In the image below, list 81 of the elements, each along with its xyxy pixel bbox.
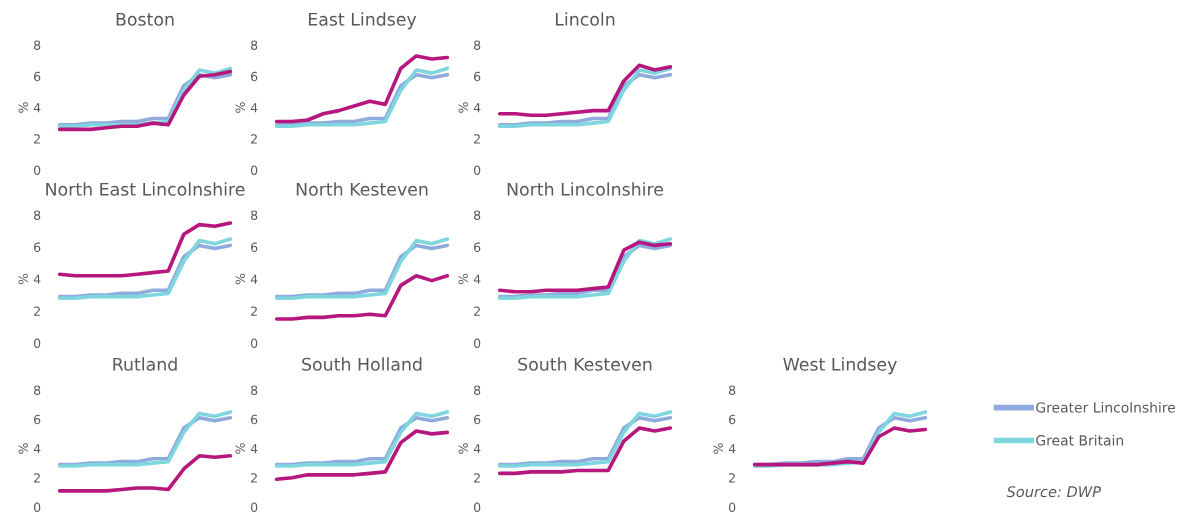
y-tick-label: 8: [474, 40, 481, 50]
y-tick-label: 2: [474, 306, 480, 316]
chart-title: North Kesteven: [296, 182, 428, 196]
chart-title: East Lindsey: [308, 12, 417, 30]
y-tick-label: 0: [250, 165, 258, 175]
y-tick-label: 0: [250, 502, 258, 512]
y-tick-label: 4: [33, 444, 41, 454]
y-tick-label: 6: [34, 242, 41, 252]
y-tick-label: 0: [473, 502, 481, 512]
y-tick-label: 8: [251, 385, 258, 395]
y-tick-label: 4: [473, 274, 481, 284]
chart-title: Boston: [116, 12, 174, 26]
y-tick-label: 2: [34, 473, 40, 483]
y-tick-label: 4: [33, 274, 41, 284]
y-tick-label: 6: [729, 414, 736, 425]
y-tick-label: 0: [473, 338, 481, 348]
y-tick-label: 2: [251, 134, 257, 144]
chart-title: Lincoln: [555, 12, 615, 26]
legend-label: Greater Lincolnshire: [1036, 401, 1176, 413]
line-series: [57, 454, 233, 493]
chart-title: South Holland: [302, 357, 422, 371]
line-series: [752, 426, 928, 467]
line-series: [57, 221, 233, 278]
y-tick-label: 0: [33, 502, 41, 512]
line-series: [497, 426, 673, 476]
y-tick-label: 4: [250, 103, 258, 113]
chart-title: South Kesteven: [518, 357, 652, 371]
y-tick-label: 2: [251, 306, 257, 316]
y-axis-title: %: [458, 273, 468, 285]
y-axis-title: %: [18, 273, 28, 285]
y-tick-label: 6: [34, 71, 41, 82]
y-tick-label: 6: [474, 242, 481, 252]
y-tick-label: 2: [34, 306, 40, 316]
y-tick-label: 0: [33, 338, 41, 348]
y-tick-label: 0: [728, 502, 736, 512]
y-tick-label: 2: [474, 134, 480, 144]
source-note: Source: DWP: [1006, 486, 1101, 498]
y-axis-title: %: [713, 443, 723, 454]
y-tick-label: 8: [474, 385, 481, 395]
y-tick-label: 8: [34, 210, 41, 220]
y-axis-title: %: [18, 443, 28, 454]
y-tick-label: 8: [251, 210, 258, 220]
y-tick-label: 8: [729, 385, 736, 395]
y-tick-label: 0: [473, 165, 481, 175]
y-tick-label: 4: [33, 103, 41, 113]
y-axis-title: %: [235, 443, 245, 454]
line-series: [274, 273, 450, 321]
chart-title: Rutland: [113, 357, 177, 371]
y-tick-label: 2: [251, 473, 257, 483]
chart-title: West Lindsey: [783, 357, 897, 375]
y-tick-label: 2: [474, 473, 480, 483]
y-tick-label: 0: [33, 165, 41, 175]
y-tick-label: 2: [729, 473, 735, 483]
y-tick-label: 4: [250, 274, 258, 284]
legend-label: Great Britain: [1036, 434, 1123, 446]
y-axis-title: %: [235, 102, 245, 113]
y-tick-label: 0: [250, 338, 258, 348]
y-tick-label: 6: [251, 71, 258, 82]
y-tick-label: 8: [34, 40, 41, 50]
y-tick-label: 4: [473, 444, 481, 454]
y-tick-label: 8: [34, 385, 41, 395]
y-tick-label: 8: [251, 40, 258, 50]
y-tick-label: 4: [728, 444, 736, 454]
y-tick-label: 6: [474, 414, 481, 425]
y-tick-label: 6: [474, 71, 481, 82]
y-tick-label: 6: [251, 242, 258, 252]
y-axis-title: %: [18, 102, 28, 113]
y-axis-title: %: [458, 102, 468, 113]
y-tick-label: 8: [474, 210, 481, 220]
y-tick-label: 6: [251, 414, 258, 425]
y-tick-label: 2: [34, 134, 40, 144]
y-tick-label: 6: [34, 414, 41, 425]
line-series: [497, 63, 673, 118]
y-tick-label: 4: [473, 103, 481, 113]
chart-title: North East Lincolnshire: [46, 182, 245, 196]
y-tick-label: 4: [250, 444, 258, 454]
y-axis-title: %: [458, 443, 468, 454]
line-series: [274, 54, 450, 124]
y-axis-title: %: [235, 273, 245, 285]
line-series: [274, 429, 450, 482]
chart-title: North Lincolnshire: [507, 182, 664, 196]
